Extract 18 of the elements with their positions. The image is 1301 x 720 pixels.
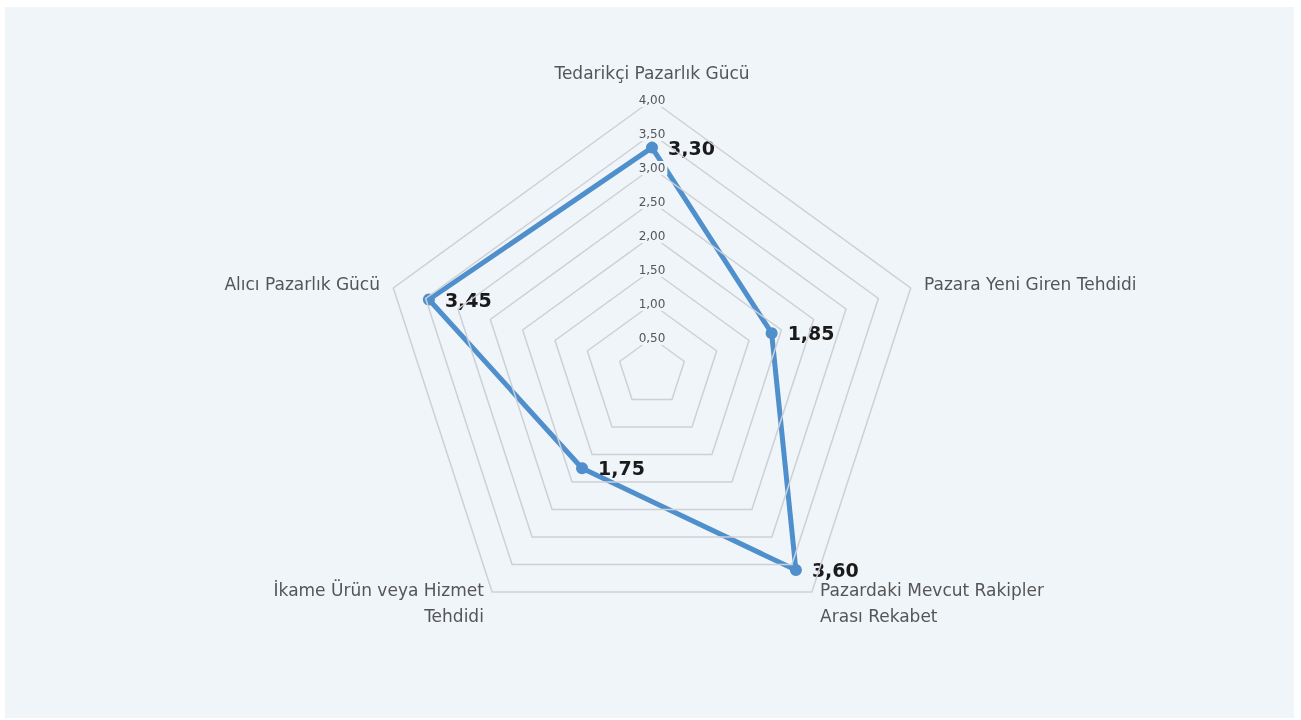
y-tick-label: 2,00	[638, 229, 666, 243]
spoke-label: Alıcı Pazarlık Gücü	[224, 273, 380, 294]
y-tick-label: 0,50	[638, 331, 666, 345]
data-label: 3,45	[444, 288, 492, 311]
y-tick-label: 3,50	[638, 127, 666, 141]
spoke-label: Pazara Yeni Giren Tehdidi	[924, 273, 1137, 294]
y-tick-label: 1,50	[638, 263, 666, 277]
y-tick-label: 3,00	[638, 161, 666, 175]
data-label: 1,75	[598, 457, 645, 480]
y-tick-label: 1,00	[638, 297, 666, 311]
data-label: 1,85	[787, 322, 835, 345]
data-label: 3,60	[811, 559, 859, 582]
spoke-label: İkame Ürün veya Hizmet Tehdidi	[273, 579, 485, 627]
y-tick-label: 2,50	[638, 195, 666, 209]
data-label: 3,30	[668, 136, 715, 159]
y-tick-label: 4,00	[638, 93, 666, 107]
spoke-label: Pazardaki Mevcut Rakipler Arası Rekabet	[820, 580, 1044, 627]
spoke-label: Tedarikçi Pazarlık Gücü	[553, 63, 750, 83]
